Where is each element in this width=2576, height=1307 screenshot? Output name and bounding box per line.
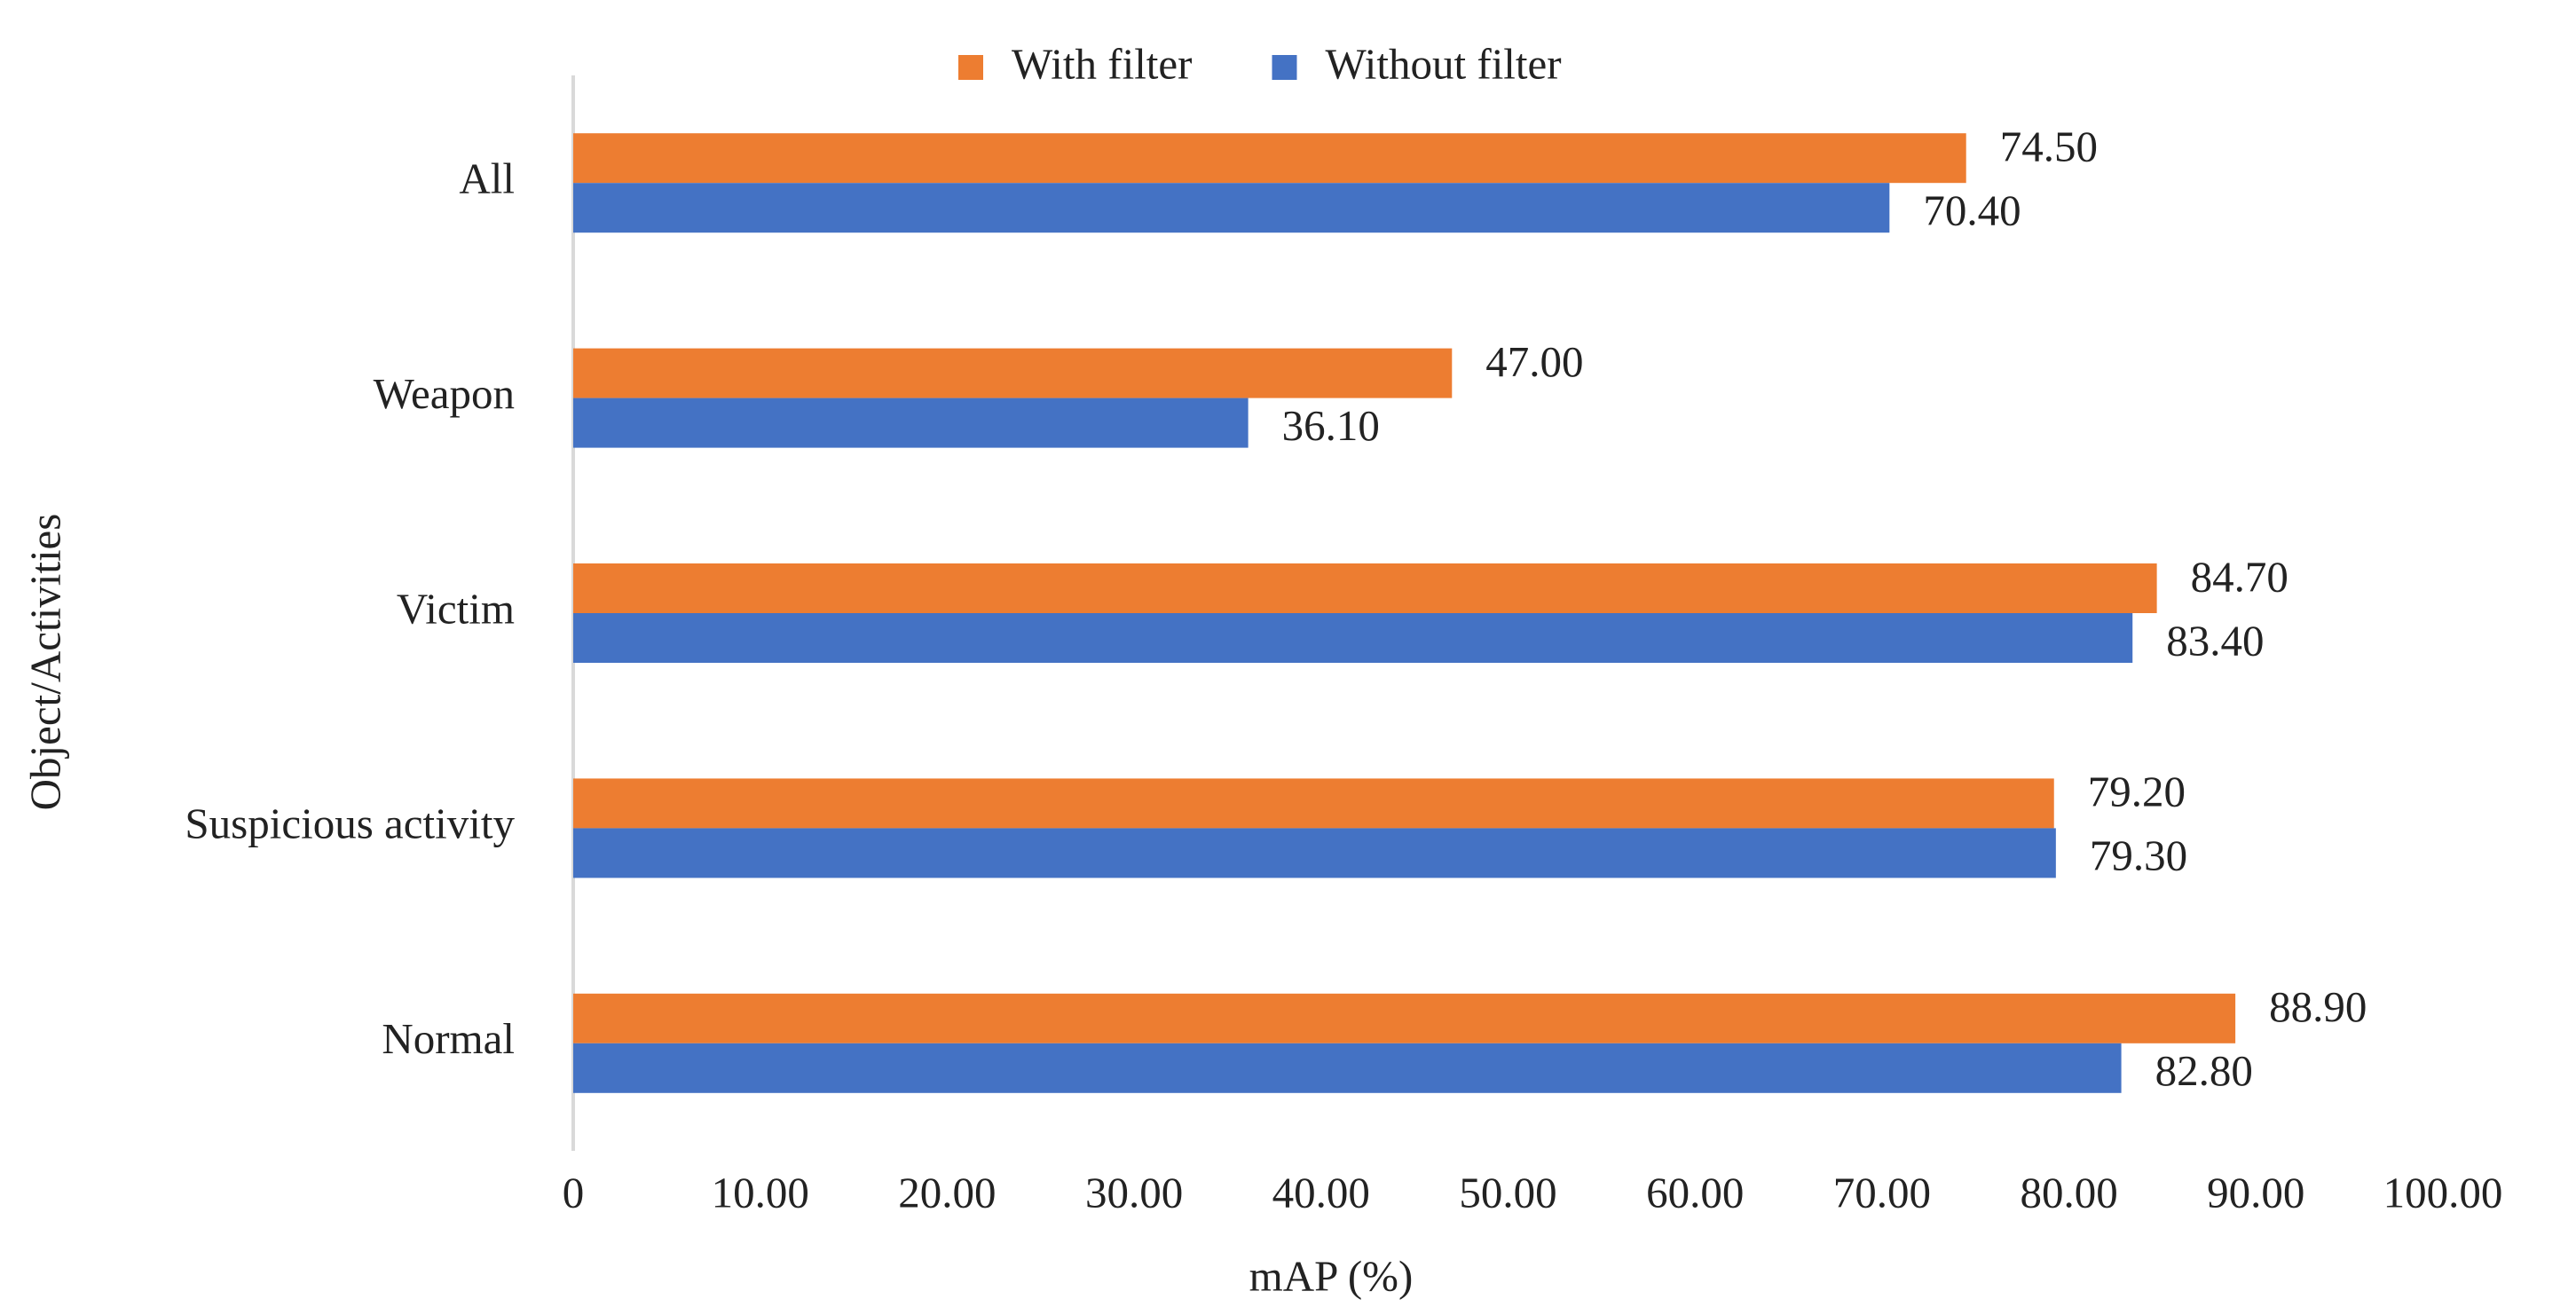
x-tick-label: 70.00: [1833, 1168, 1931, 1216]
y-axis-title: Object/Activities: [20, 514, 69, 811]
data-label: 88.90: [2269, 982, 2367, 1031]
bar: [573, 613, 2133, 663]
legend-swatch: [958, 55, 983, 80]
legend-label: With filter: [1012, 39, 1193, 88]
data-label: 79.30: [2090, 831, 2187, 880]
x-tick-label: 60.00: [1646, 1168, 1744, 1216]
x-tick-label: 50.00: [1459, 1168, 1556, 1216]
x-axis-title: mAP (%): [1249, 1251, 1414, 1300]
bar: [573, 348, 1453, 398]
data-label: 47.00: [1485, 337, 1583, 386]
x-tick-label: 10.00: [712, 1168, 809, 1216]
x-tick-label: 40.00: [1272, 1168, 1370, 1216]
y-tick-label: All: [459, 154, 515, 202]
x-tick-label: 30.00: [1085, 1168, 1183, 1216]
bar: [573, 1043, 2122, 1093]
x-tick-label: 100.00: [2383, 1168, 2503, 1216]
data-label: 79.20: [2088, 768, 2186, 816]
data-label: 74.50: [2000, 122, 2098, 170]
bar: [573, 778, 2054, 829]
y-tick-label: Weapon: [374, 369, 515, 418]
bar: [573, 993, 2236, 1043]
data-label: 83.40: [2166, 616, 2264, 665]
data-label: 82.80: [2155, 1046, 2253, 1095]
y-tick-label: Suspicious activity: [185, 799, 515, 848]
y-tick-label: Victim: [397, 584, 515, 633]
bar: [573, 183, 1890, 233]
legend-swatch: [1272, 55, 1297, 80]
bar: [573, 563, 2157, 613]
x-tick-label: 90.00: [2207, 1168, 2304, 1216]
legend-label: Without filter: [1326, 39, 1562, 88]
x-tick-label: 20.00: [898, 1168, 996, 1216]
x-tick-label: 0: [563, 1168, 585, 1216]
data-label: 36.10: [1282, 401, 1380, 450]
bar: [573, 828, 2056, 878]
bar: [573, 133, 1966, 184]
bar: [573, 398, 1249, 448]
data-label: 84.70: [2191, 552, 2288, 601]
y-tick-label: Normal: [382, 1014, 515, 1063]
data-label: 70.40: [1923, 185, 2021, 234]
x-tick-label: 80.00: [2020, 1168, 2117, 1216]
